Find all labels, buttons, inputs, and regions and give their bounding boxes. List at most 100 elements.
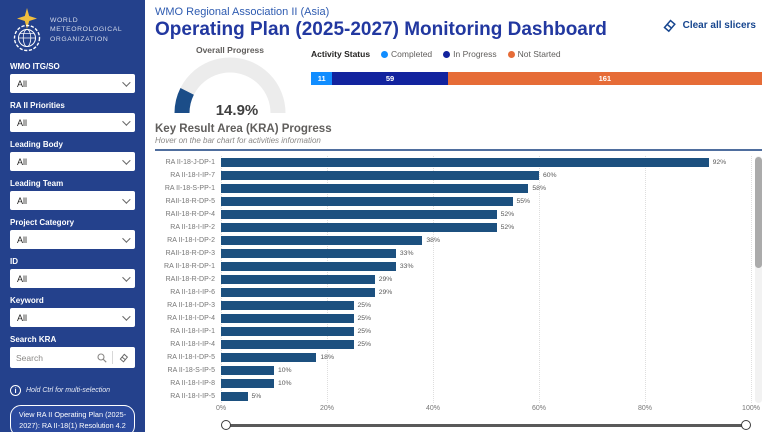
legend-item-in-progress[interactable]: In Progress [443,49,497,59]
bar-track: 10% [221,377,751,390]
scrollbar-thumb[interactable] [755,157,762,269]
kra-bar[interactable] [221,365,274,376]
x-axis-tick: 20% [319,405,335,412]
slider-handle-max[interactable] [741,420,751,430]
kra-bar[interactable] [221,196,513,207]
legend-name: Not Started [517,49,561,59]
chart-rows: RA II-18-J-DP-1 92% RA II-18-I-IP-7 60% RA I… [155,156,751,403]
x-range-slider [221,419,751,432]
slider-handle-min[interactable] [221,420,231,430]
kra-category-label: RA II-18-I-DP-3 [167,302,215,309]
filter-dropdown[interactable]: All [10,230,135,249]
summary-row: Overall Progress 14.9% Activity Status C… [155,45,762,119]
kra-bar-value: 25% [357,302,372,309]
kra-category-label: RA II-18-I-DP-5 [167,354,215,361]
kra-bar-value: 38% [426,237,440,244]
kra-bar-row: RA II-18-I-IP-1 25% [155,325,751,338]
search-icon [97,352,107,363]
chevron-down-icon [122,233,131,243]
kra-bar-row: RA II-18-S-IP-5 10% [155,364,751,377]
gridline [645,156,646,403]
activity-status-stacked-bar: 11 59 161 [311,72,762,85]
eraser-icon [663,19,676,33]
chart-vertical-scrollbar[interactable] [755,156,762,403]
filter-dropdown[interactable]: All [10,191,135,210]
kra-bar[interactable] [221,261,396,272]
kra-bar[interactable] [221,326,354,337]
kra-bar-row: RAII-18-R-DP-4 52% [155,208,751,221]
kra-bar-value: 60% [543,172,557,179]
kra-bar[interactable] [221,235,423,246]
filter-group: ID All [10,257,135,288]
kra-category-label: RA II-18-I-IP-7 [170,172,215,179]
kra-bar[interactable] [221,209,497,220]
chevron-down-icon [122,155,131,165]
stacked-segment[interactable]: 11 [311,72,333,85]
not-started-dot-icon [507,50,515,58]
eraser-icon[interactable] [118,352,129,363]
filter-dropdown[interactable]: All [10,113,135,132]
gauge-value: 14.9% [215,102,259,119]
legend-item-completed[interactable]: Completed [381,49,432,59]
kra-bar-value: 25% [357,328,372,335]
kra-category-label: RA II-18-I-IP-8 [170,380,215,387]
kra-category-label: RAII-18-R-DP-5 [165,198,215,205]
kra-bar[interactable] [221,287,375,298]
kra-section-header: Key Result Area (KRA) Progress Hover on … [155,123,762,151]
filter-dropdown[interactable]: All [10,74,135,93]
clear-all-slicers-button[interactable]: Clear all slicers [662,18,756,33]
hint-text: Hold Ctrl for multi-selection [26,387,111,394]
kra-title: Key Result Area (KRA) Progress [155,123,332,135]
dropdown-value: All [17,312,28,323]
kra-category-label: RAII-18-R-DP-2 [165,276,215,283]
x-axis: 0% 20% 40% 60% 80% 100% [216,405,760,416]
search-kra-label: Search KRA [10,335,57,344]
search-input[interactable] [16,352,97,363]
bar-track: 5% [221,390,751,403]
gauge-arc [174,57,286,114]
activity-status-label: Activity Status [311,49,371,59]
kra-bar-row: RA II-18-I-IP-8 10% [155,377,751,390]
filter-label: Leading Body [10,140,63,149]
activity-status-card: Activity Status Completed In Progress No… [311,45,762,115]
kra-bar[interactable] [221,352,317,363]
chevron-down-icon [122,272,131,282]
kra-bar-value: 52% [500,211,515,218]
wmo-logo-text: WORLD METEOROLOGICAL ORGANIZATION [50,16,122,44]
kra-bar[interactable] [221,274,375,285]
view-operating-plan-button[interactable]: View RA II Operating Plan (2025-2027): R… [10,405,135,432]
filter-group: Project Category All [10,218,135,249]
kra-bar[interactable] [221,313,354,324]
kra-category-label: RA II-18-I-IP-4 [170,341,215,348]
kra-bar-value: 29% [378,289,393,296]
filter-dropdown[interactable]: All [10,269,135,288]
gauge-title: Overall Progress [195,45,265,55]
kra-bar[interactable] [221,222,497,233]
kra-bar-value: 5% [251,393,262,400]
bar-track: 52% [221,221,751,234]
kra-category-label: RA II-18-I-DP-4 [167,315,215,322]
kra-bar-row: RA II-18-S-PP-1 58% [155,182,751,195]
kra-bar[interactable] [221,339,354,350]
kra-category-label: RAII-18-R-DP-4 [165,211,215,218]
legend-item-not-started[interactable]: Not Started [507,49,561,59]
kra-bar[interactable] [221,391,248,402]
multi-selection-hint: i Hold Ctrl for multi-selection [10,385,135,396]
kra-category-label: RAII-18-R-DP-3 [165,250,215,257]
kra-bar[interactable] [221,157,709,168]
kra-bar[interactable] [221,300,354,311]
chevron-down-icon [122,311,131,321]
kra-bar[interactable] [221,183,529,194]
kra-bar[interactable] [221,248,396,259]
kra-bar[interactable] [221,170,539,181]
bar-track: 25% [221,325,751,338]
dropdown-value: All [17,195,28,206]
stacked-segment[interactable]: 59 [332,72,448,85]
dropdown-value: All [17,117,28,128]
stacked-segment[interactable]: 161 [447,72,762,85]
logo-line: WORLD [50,17,79,25]
logo-line: ORGANIZATION [50,35,109,43]
filter-dropdown[interactable]: All [10,152,135,171]
filter-dropdown[interactable]: All [10,308,135,327]
kra-bar[interactable] [221,378,274,389]
